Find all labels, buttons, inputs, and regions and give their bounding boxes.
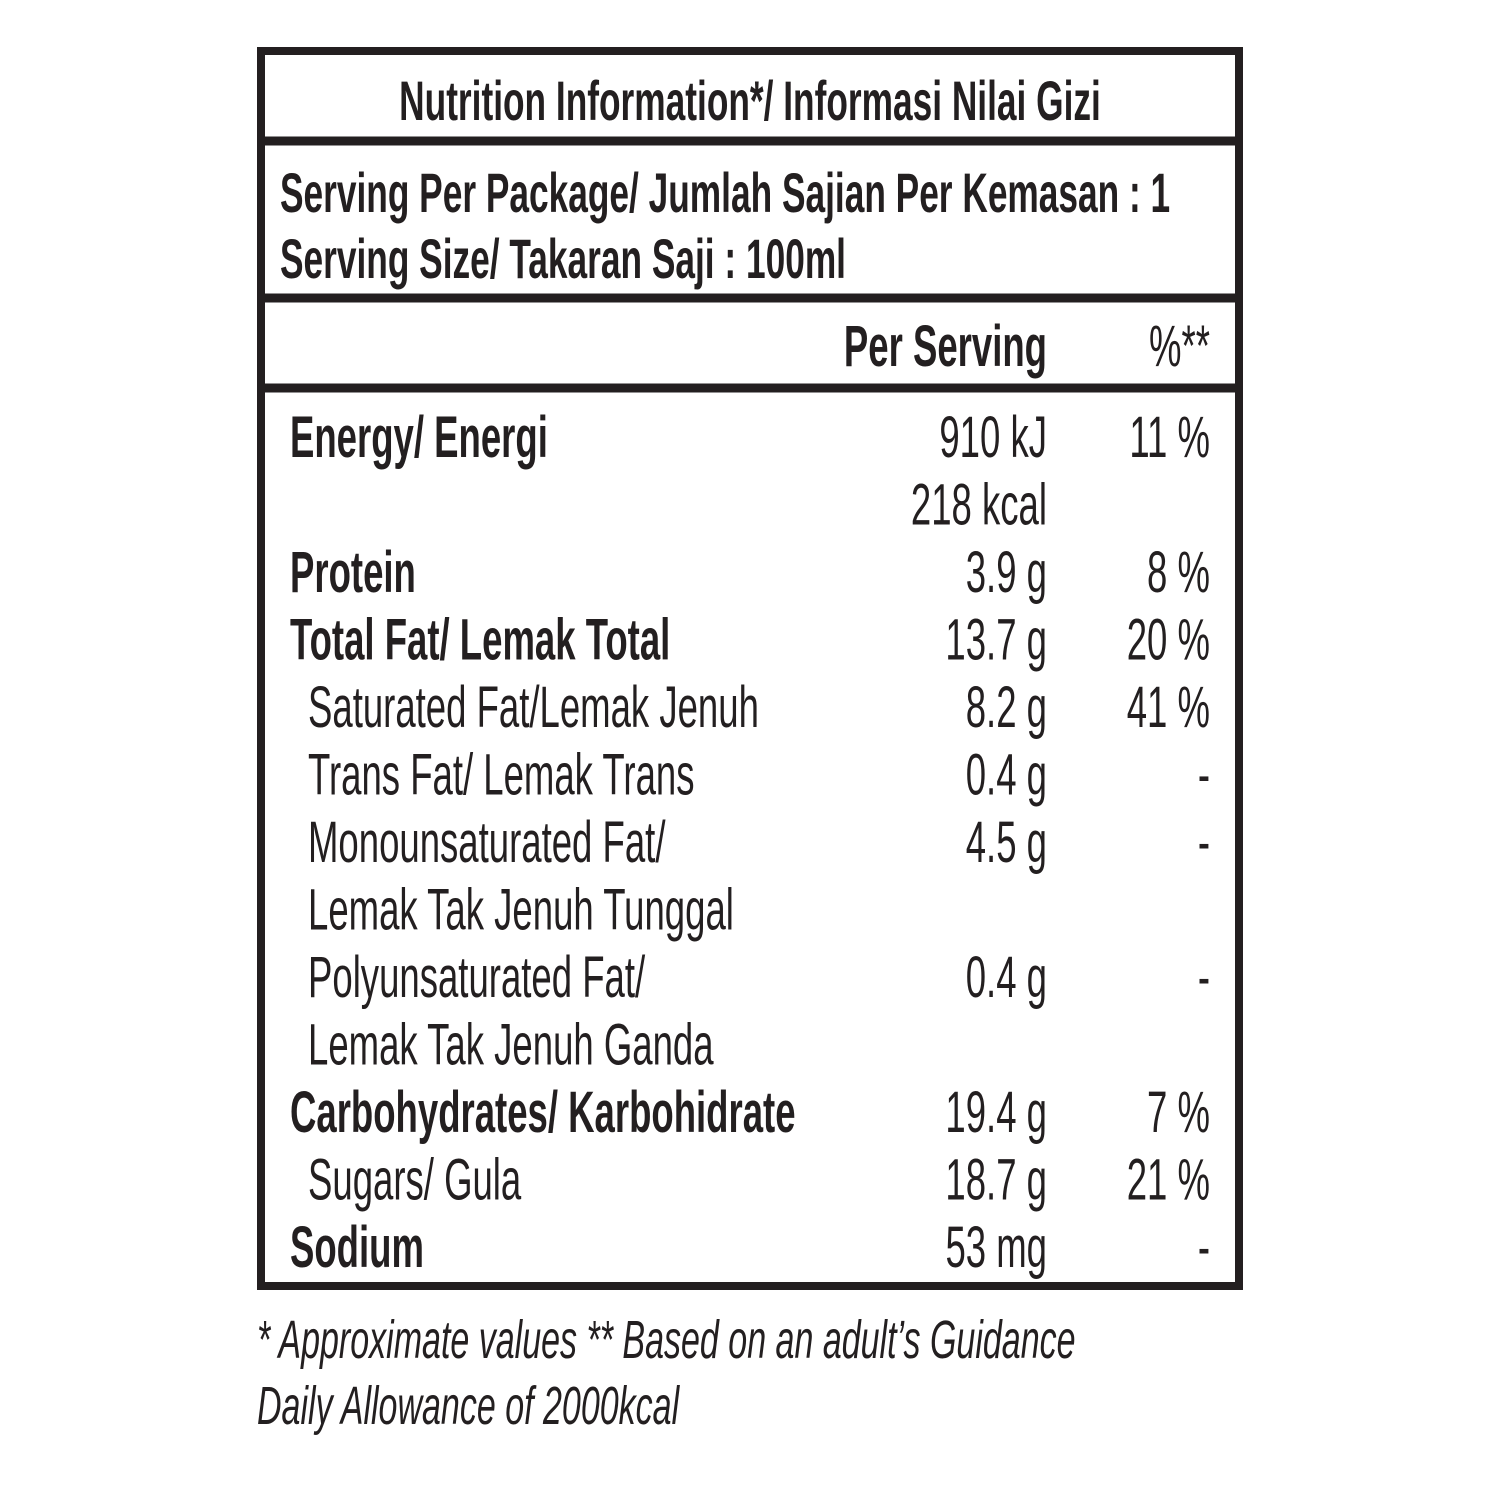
amount: 18.7 g	[945, 1148, 1047, 1213]
amount: 19.4 g	[945, 1081, 1047, 1146]
nutrient-label: Monounsaturated Fat/	[308, 811, 666, 876]
percent: -	[1198, 811, 1210, 876]
percent: -	[1198, 743, 1210, 808]
nutrient-label: Lemak Tak Jenuh Tunggal	[308, 878, 734, 943]
amount: 4.5 g	[966, 811, 1047, 876]
percent: 21 %	[1127, 1148, 1210, 1213]
nutrient-label: Trans Fat/ Lemak Trans	[308, 743, 694, 808]
footnote: Daily Allowance of 2000kcal	[257, 1375, 681, 1436]
serving-line: Serving Per Package/ Jumlah Sajian Per K…	[280, 162, 1170, 224]
percent: 8 %	[1147, 541, 1210, 606]
amount: 0.4 g	[966, 946, 1047, 1011]
nutrient-label: Saturated Fat/Lemak Jenuh	[308, 676, 759, 741]
nutrient-label: Protein	[290, 541, 416, 606]
nutrient-label: Lemak Tak Jenuh Ganda	[308, 1013, 714, 1078]
amount: 0.4 g	[966, 743, 1047, 808]
title: Nutrition Information*/ Informasi Nilai …	[399, 70, 1101, 132]
nutrient-label: Total Fat/ Lemak Total	[290, 608, 670, 673]
amount: 53 mg	[945, 1216, 1047, 1281]
nutrient-label: Sugars/ Gula	[308, 1148, 521, 1213]
text-layer: Nutrition Information*/ Informasi Nilai …	[257, 70, 1210, 1436]
column-header: %**	[1149, 315, 1210, 380]
percent: -	[1198, 1216, 1210, 1281]
amount: 3.9 g	[966, 541, 1047, 606]
amount: 910 kJ	[939, 406, 1047, 471]
nutrient-label: Sodium	[290, 1216, 424, 1281]
amount: 8.2 g	[966, 676, 1047, 741]
outer-box	[257, 47, 1243, 1290]
amount: 218 kcal	[911, 473, 1047, 538]
nutrient-label: Polyunsaturated Fat/	[308, 946, 646, 1011]
percent: -	[1198, 946, 1210, 1011]
nutrient-label: Energy/ Energi	[290, 406, 548, 471]
percent: 7 %	[1147, 1081, 1210, 1146]
column-header: Per Serving	[844, 315, 1047, 380]
nutrient-label: Carbohydrates/ Karbohidrate	[290, 1081, 796, 1146]
serving-line: Serving Size/ Takaran Saji : 100ml	[280, 228, 846, 290]
percent: 11 %	[1129, 406, 1210, 471]
percent: 41 %	[1127, 676, 1210, 741]
amount: 13.7 g	[945, 608, 1047, 673]
percent: 20 %	[1127, 608, 1210, 673]
footnote: * Approximate values ** Based on an adul…	[257, 1309, 1076, 1370]
